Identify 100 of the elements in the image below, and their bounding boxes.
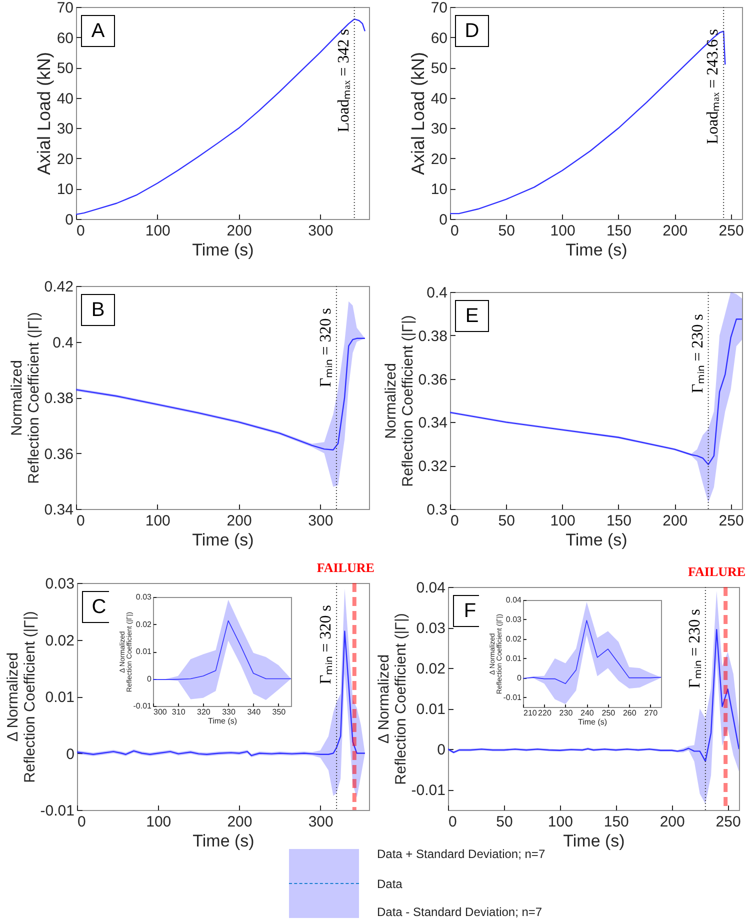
y-tick-label: 0.02 <box>506 634 522 644</box>
x-tick-label: 340 <box>247 708 262 716</box>
x-tick-label: 260 <box>622 708 637 718</box>
y-tick-label: 40 <box>430 90 448 108</box>
annotation: D <box>455 15 489 47</box>
y-tick-label: 20 <box>430 150 448 168</box>
annotation: B <box>81 294 115 326</box>
line-series <box>76 18 366 216</box>
y-tick-label: 0 <box>147 674 152 684</box>
y-tick-label: 0 <box>517 673 522 682</box>
x-tick-label: 250 <box>716 814 741 830</box>
y-tick-label: 0.03 <box>136 592 152 602</box>
y-tick-label: -0.01 <box>133 702 152 710</box>
y-tick-label: 70 <box>430 0 448 16</box>
text: Data - Standard Deviation; n=7 <box>377 905 542 919</box>
x-tick-label: 0 <box>76 512 85 530</box>
y-axis-title: Normalized Reflection Coefficient (|Γ|) <box>382 315 416 487</box>
x-tick-label: 0 <box>450 512 459 530</box>
x-tick-label: 200 <box>226 512 252 530</box>
x-tick-label: 310 <box>172 708 186 716</box>
y-tick-label: 0.34 <box>418 414 448 432</box>
x-tick-label: 100 <box>146 814 172 830</box>
y-tick-label: 70 <box>56 0 74 16</box>
ref-line-label: Γₘᵢₙ = 320 s <box>317 308 334 388</box>
x-axis-title: Time (s) <box>192 530 254 550</box>
y-tick-label: 50 <box>56 60 74 78</box>
x-tick-label: 200 <box>662 512 688 530</box>
y-tick-label: 60 <box>430 30 448 47</box>
y-tick-label: 0.01 <box>416 701 446 718</box>
x-axis-title: Time (s) <box>566 240 628 260</box>
y-tick-label: 10 <box>56 181 74 198</box>
x-tick-label: 300 <box>308 814 334 830</box>
x-tick-label: 0 <box>76 222 85 240</box>
y-tick-label: 40 <box>56 90 74 108</box>
x-axis-title: Time (s) <box>192 240 254 260</box>
line-series <box>523 620 661 684</box>
x-tick-label: 100 <box>548 814 573 830</box>
text: Data + Standard Deviation; n=7 <box>377 847 546 861</box>
y-tick-label: 0.04 <box>506 596 522 604</box>
x-tick-label: 150 <box>606 222 632 240</box>
text: Data <box>377 877 402 891</box>
y-tick-label: 20 <box>56 150 74 168</box>
ref-line-label: FAILURE <box>688 564 746 579</box>
ref-line-label: Loadₘₐₓ = 243.6 s <box>704 29 722 144</box>
x-axis-title: Time (s) <box>578 718 608 726</box>
y-tick-label: 0.38 <box>44 390 74 407</box>
y-tick-label: 0.36 <box>418 371 448 388</box>
ref-line-label: Γₘᵢₙ = 320 s <box>318 605 335 684</box>
y-tick-label: 30 <box>56 120 74 138</box>
x-tick-label: 100 <box>550 222 576 240</box>
x-tick-label: 320 <box>197 708 211 716</box>
y-tick-label: 0.01 <box>45 689 74 706</box>
annotation: F <box>453 595 487 627</box>
x-axis-title: Time (s) <box>566 530 628 550</box>
ref-line-label: Γₘᵢₙ = 230 s <box>686 609 704 688</box>
x-tick-label: 150 <box>604 814 629 830</box>
x-tick-label: 350 <box>272 708 286 716</box>
y-tick-label: -0.01 <box>503 692 522 702</box>
y-tick-label: 0.01 <box>506 654 522 663</box>
x-tick-label: 240 <box>580 708 594 718</box>
y-axis-title: Axial Load (kN) <box>34 52 54 176</box>
y-tick-label: 0.02 <box>416 660 446 678</box>
y-tick-label: 0.04 <box>416 580 446 596</box>
line-series <box>153 620 291 680</box>
x-tick-label: 300 <box>308 512 334 530</box>
x-tick-label: 200 <box>227 814 252 830</box>
y-tick-label: 0.4 <box>426 284 448 302</box>
x-tick-label: 100 <box>145 222 170 240</box>
y-tick-label: 0.02 <box>45 632 74 650</box>
y-axis-title: Δ Normalized Reflection Coefficient (|Γ|) <box>4 611 38 783</box>
y-axis-title: Normalized Reflection Coefficient (|Γ|) <box>8 312 42 484</box>
ref-line-label: Loadₘₐₓ = 342 s <box>335 29 352 132</box>
y-tick-label: 0 <box>66 746 74 763</box>
x-tick-label: 100 <box>145 512 170 530</box>
x-tick-label: 250 <box>718 222 744 240</box>
y-tick-label: 50 <box>430 60 448 78</box>
y-tick-label: 0.02 <box>136 620 152 629</box>
y-tick-label: 0.42 <box>44 278 74 296</box>
y-tick-label: 0.03 <box>416 620 446 638</box>
x-axis-title: Time (s) <box>563 832 625 850</box>
y-axis-title: Axial Load (kN) <box>408 52 428 176</box>
y-tick-label: 30 <box>430 120 448 138</box>
x-tick-label: 100 <box>550 512 576 530</box>
x-tick-label: 270 <box>644 708 658 718</box>
ref-line-label: Γₘᵢₙ = 230 s <box>689 314 706 394</box>
x-tick-label: 200 <box>226 222 252 240</box>
x-tick-label: 300 <box>308 222 334 240</box>
x-axis-title: Time (s) <box>192 832 254 850</box>
y-tick-label: 0 <box>439 212 448 228</box>
y-tick-label: 0.03 <box>506 614 522 624</box>
y-tick-label: 10 <box>430 181 448 198</box>
annotation: C <box>82 591 116 623</box>
x-tick-label: 0 <box>450 222 459 240</box>
x-tick-label: 250 <box>718 512 744 530</box>
annotation: E <box>455 300 489 332</box>
x-tick-label: 0 <box>78 814 86 830</box>
ref-line-label: FAILURE <box>316 560 374 575</box>
y-tick-label: 0.01 <box>136 647 152 656</box>
y-tick-label: 0.36 <box>44 446 74 463</box>
x-tick-label: 150 <box>606 512 632 530</box>
